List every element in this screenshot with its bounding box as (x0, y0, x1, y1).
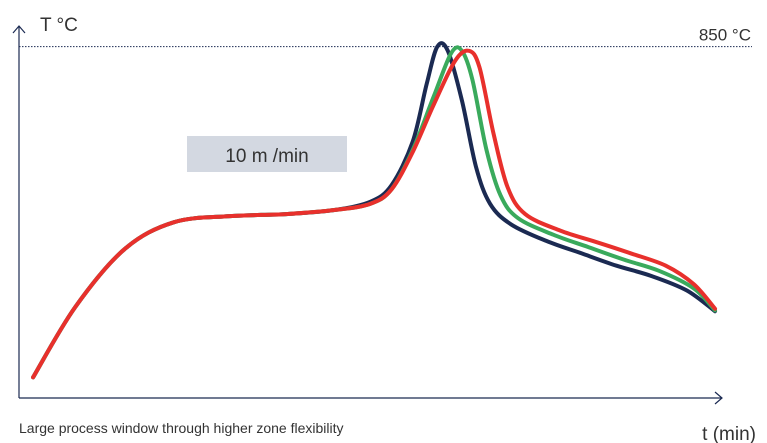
reference-line-label: 850 °C (699, 26, 751, 45)
x-axis-arrow (714, 391, 723, 405)
series-line-2 (31, 45, 717, 380)
y-axis-label: T °C (40, 15, 78, 36)
series-group (31, 41, 717, 380)
series-line-1 (31, 41, 717, 380)
y-axis-arrow (12, 25, 26, 34)
series-line-3 (31, 48, 717, 380)
annotation-box (187, 136, 347, 172)
caption: Large process window through higher zone… (19, 420, 344, 436)
x-axis-label: t (min) (702, 424, 756, 443)
annotation-text: 10 m /min (225, 146, 308, 167)
